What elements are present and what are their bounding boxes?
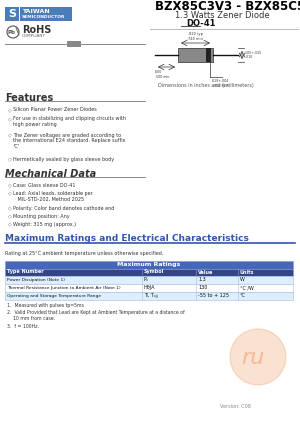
Text: HθJA: HθJA xyxy=(144,285,155,290)
Text: Mechanical Data: Mechanical Data xyxy=(5,168,96,178)
Text: 1.  Measured with pulses tp=5ms: 1. Measured with pulses tp=5ms xyxy=(7,303,84,308)
Bar xyxy=(5,7,19,21)
Text: .019+.004
-.002 Pb-F: .019+.004 -.002 Pb-F xyxy=(212,79,230,88)
Text: Thermal Resistance Junction to Ambient Air (Note 1): Thermal Resistance Junction to Ambient A… xyxy=(7,286,121,289)
Text: Operating and Storage Temperature Range: Operating and Storage Temperature Range xyxy=(7,294,101,297)
Bar xyxy=(206,48,211,62)
Text: Maximum Ratings and Electrical Characteristics: Maximum Ratings and Electrical Character… xyxy=(5,233,249,243)
Text: ◇: ◇ xyxy=(8,116,12,121)
Text: ◇: ◇ xyxy=(8,206,12,210)
Text: Power Dissipation (Note 1): Power Dissipation (Note 1) xyxy=(7,278,65,281)
Text: Units: Units xyxy=(240,269,254,275)
Text: Features: Features xyxy=(5,93,53,103)
Text: 1.3: 1.3 xyxy=(198,277,206,282)
Text: W: W xyxy=(240,277,245,282)
Bar xyxy=(178,48,213,62)
Text: Silicon Planar Power Zener Diodes: Silicon Planar Power Zener Diodes xyxy=(13,107,97,112)
Text: BZX85C3V3 - BZX85C56: BZX85C3V3 - BZX85C56 xyxy=(155,0,300,12)
Bar xyxy=(5,292,293,300)
Text: S: S xyxy=(8,9,16,19)
Text: 130: 130 xyxy=(198,285,207,290)
Text: .105+.015
-.010: .105+.015 -.010 xyxy=(245,51,262,60)
Text: Dimensions in inches and (millimeters): Dimensions in inches and (millimeters) xyxy=(158,82,254,88)
Text: ◇: ◇ xyxy=(8,190,12,196)
Text: Maximum Ratings: Maximum Ratings xyxy=(117,262,181,267)
Text: For use in stabilizing and clipping circuits with
high power rating: For use in stabilizing and clipping circ… xyxy=(13,116,126,127)
Text: SEMICONDUCTOR: SEMICONDUCTOR xyxy=(22,15,65,19)
Bar xyxy=(5,283,293,292)
Bar xyxy=(5,269,293,275)
Circle shape xyxy=(230,329,286,385)
Text: Hermetically sealed by glass sleeve body: Hermetically sealed by glass sleeve body xyxy=(13,156,114,162)
Text: ◇: ◇ xyxy=(8,133,12,138)
Text: ◇: ◇ xyxy=(8,221,12,227)
Text: The Zener voltages are graded according to
the international E24 standard. Repla: The Zener voltages are graded according … xyxy=(13,133,125,149)
Text: Symbol: Symbol xyxy=(144,269,164,275)
Text: ◇: ◇ xyxy=(8,213,12,218)
Bar xyxy=(5,275,293,283)
Text: RoHS: RoHS xyxy=(22,25,51,35)
Text: COMPLIANT: COMPLIANT xyxy=(22,34,46,38)
Text: Type Number: Type Number xyxy=(7,269,44,275)
Text: ◇: ◇ xyxy=(8,107,12,112)
Text: .600
.500 min: .600 .500 min xyxy=(155,70,169,79)
Text: Case: Glass sleeve DO-41: Case: Glass sleeve DO-41 xyxy=(13,182,76,187)
Text: Lead: Axial leads, solderable per
   MIL-STD-202, Method 2025: Lead: Axial leads, solderable per MIL-ST… xyxy=(13,190,93,201)
Bar xyxy=(5,261,293,269)
Text: 3.  f = 100Hz.: 3. f = 100Hz. xyxy=(7,324,39,329)
Text: ◇: ◇ xyxy=(8,182,12,187)
Text: DO-41: DO-41 xyxy=(186,19,215,28)
Bar xyxy=(20,7,72,21)
Text: -55 to + 125: -55 to + 125 xyxy=(198,293,229,298)
Text: Pb: Pb xyxy=(7,29,15,34)
Text: Value: Value xyxy=(198,269,213,275)
Text: Mounting position: Any: Mounting position: Any xyxy=(13,213,70,218)
Text: 1.3 Watts Zener Diode: 1.3 Watts Zener Diode xyxy=(175,11,270,20)
Text: °C /W: °C /W xyxy=(240,285,254,290)
Text: .820 typ
.740 min: .820 typ .740 min xyxy=(187,32,203,41)
Text: °C: °C xyxy=(240,293,246,298)
Text: TAIWAN: TAIWAN xyxy=(22,8,50,14)
Text: Tₗ, Tₓⱼⱼ: Tₗ, Tₓⱼⱼ xyxy=(144,293,158,298)
Text: Weight: 315 mg (approx.): Weight: 315 mg (approx.) xyxy=(13,221,76,227)
Text: ◇: ◇ xyxy=(8,156,12,162)
Text: Version: C08: Version: C08 xyxy=(220,405,251,410)
Text: ru: ru xyxy=(242,348,265,368)
Text: Pₓ: Pₓ xyxy=(144,277,149,282)
Text: Polarity: Color band denotes cathode end: Polarity: Color band denotes cathode end xyxy=(13,206,114,210)
Text: 2.  Valid Provided that Lead are Kept at Ambient Temperature at a distance of
  : 2. Valid Provided that Lead are Kept at … xyxy=(7,310,185,321)
Bar xyxy=(67,41,81,47)
Text: Rating at 25°C ambient temperature unless otherwise specified.: Rating at 25°C ambient temperature unles… xyxy=(5,252,164,257)
